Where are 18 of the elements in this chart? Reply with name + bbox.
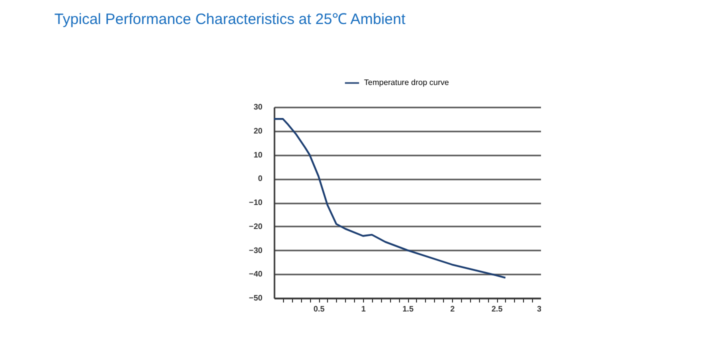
y-tick-label: −10: [248, 198, 264, 207]
x-tick-label: 1: [361, 304, 366, 314]
legend-label: Temperature drop curve: [364, 78, 450, 87]
y-tick-label: 0: [258, 174, 264, 184]
x-tick-label: 3: [537, 304, 542, 314]
y-tick-label: 20: [254, 126, 264, 136]
chart-title: Typical Performance Characteristics at 25℃ Ambient: [54, 11, 406, 28]
y-tick-label: −40: [248, 270, 264, 279]
y-tick-label: −50: [248, 294, 264, 302]
x-tick-label: 1.5: [402, 304, 414, 314]
y-tick-label: 10: [254, 150, 264, 160]
x-tick-label: 2.5: [491, 304, 504, 314]
y-tick-label: −30: [248, 246, 264, 255]
x-tick-label: 0.5: [313, 304, 326, 314]
x-tick-label: 2: [450, 304, 456, 314]
y-tick-label: 30: [254, 102, 264, 112]
y-tick-label: −20: [248, 222, 264, 231]
line-series: [273, 118, 506, 279]
